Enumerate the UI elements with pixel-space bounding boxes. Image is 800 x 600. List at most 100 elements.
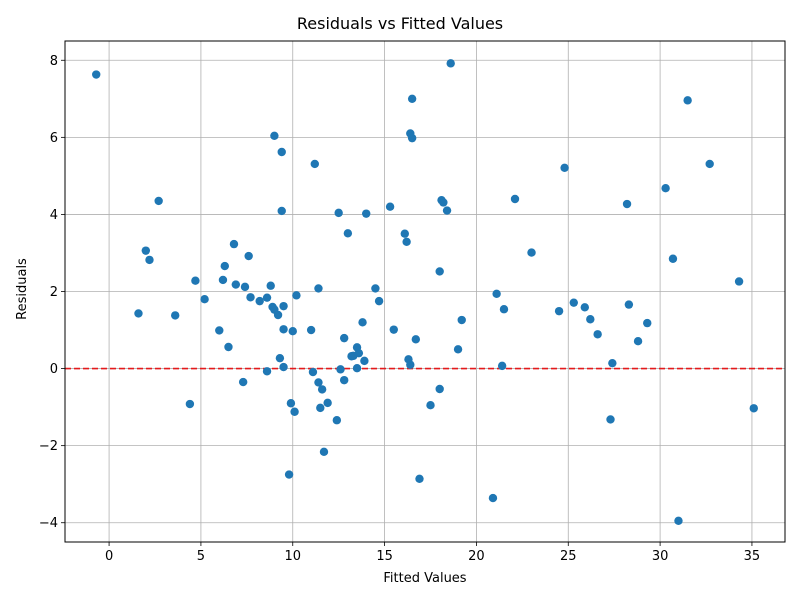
scatter-point [141, 246, 151, 255]
y-tick-label: 8 [50, 54, 58, 69]
scatter-point [705, 159, 714, 169]
scatter-point [244, 251, 253, 261]
scatter-point [560, 163, 569, 172]
scatter-point [154, 196, 163, 206]
x-tick-label: 10 [284, 549, 301, 564]
scatter-point [352, 363, 362, 373]
x-tick-label: 35 [744, 549, 761, 564]
scatter-point [319, 447, 329, 457]
scatter-point [185, 399, 195, 409]
scatter-point [277, 206, 286, 216]
x-tick-label: 0 [105, 549, 113, 564]
scatter-point [284, 470, 294, 479]
scatter-point [593, 330, 602, 339]
scatter-point [606, 415, 615, 424]
chart-title: Residuals vs Fitted Values [297, 14, 503, 33]
scatter-point [442, 206, 452, 215]
scatter-point [407, 133, 417, 143]
y-axis-label: Residuals [15, 258, 30, 320]
scatter-point [360, 356, 369, 366]
scatter-point [492, 289, 501, 299]
scatter-point [497, 361, 507, 371]
scatter-point [749, 404, 758, 413]
scatter-point [569, 298, 578, 307]
x-tick-label: 30 [652, 549, 669, 564]
scatter-point [527, 248, 536, 257]
x-axis-ticks: 0 5 10 15 20 25 30 35 [105, 542, 760, 564]
scatter-point [336, 365, 345, 374]
scatter-points [92, 59, 758, 526]
scatter-point [446, 59, 455, 68]
scatter-point [220, 261, 229, 271]
scatter-point [435, 267, 444, 276]
scatter-point [453, 345, 463, 354]
scatter-point [683, 96, 692, 105]
x-tick-label: 25 [560, 549, 577, 564]
scatter-point [200, 295, 209, 304]
scatter-point [286, 399, 296, 408]
scatter-point [215, 326, 224, 335]
scatter-point [262, 367, 272, 376]
scatter-point [385, 202, 395, 211]
scatter-point [633, 337, 643, 346]
scatter-point [317, 385, 327, 394]
scatter-point [510, 194, 520, 204]
scatter-point [255, 296, 264, 306]
y-tick-label: 2 [50, 285, 58, 300]
scatter-point [354, 348, 364, 358]
scatter-point [415, 474, 424, 483]
scatter-point [279, 325, 288, 334]
scatter-point [624, 300, 634, 309]
scatter-point [266, 281, 275, 290]
scatter-point [314, 378, 323, 387]
scatter-point [622, 199, 632, 209]
scatter-point [288, 326, 297, 336]
scatter-point [314, 284, 323, 293]
y-tick-label: 6 [50, 131, 58, 146]
scatter-point [231, 280, 241, 289]
scatter-point [292, 291, 301, 300]
scatter-point [661, 184, 670, 193]
scatter-point [290, 407, 299, 416]
y-axis-ticks: −4 −2 0 2 4 6 8 [39, 54, 65, 531]
scatter-point [426, 400, 435, 410]
scatter-point [240, 282, 250, 292]
scatter-point [92, 70, 101, 79]
scatter-point [402, 237, 411, 246]
y-tick-label: −2 [39, 439, 58, 454]
scatter-point [310, 159, 319, 169]
scatter-point [362, 209, 371, 218]
scatter-point [224, 342, 233, 352]
scatter-point [580, 303, 589, 312]
y-tick-label: −4 [39, 516, 58, 531]
scatter-point [275, 353, 285, 363]
scatter-point [457, 315, 466, 325]
scatter-point [389, 325, 398, 334]
scatter-point [308, 367, 318, 377]
scatter-point [608, 358, 617, 368]
scatter-point [371, 284, 380, 293]
y-tick-label: 0 [50, 362, 58, 377]
scatter-point [674, 516, 683, 526]
scatter-point [332, 416, 342, 425]
scatter-point [499, 305, 509, 314]
scatter-point [270, 131, 279, 141]
scatter-point [306, 325, 316, 335]
scatter-point [279, 362, 288, 372]
scatter-point [277, 147, 286, 157]
scatter-point [554, 306, 564, 316]
scatter-point [734, 277, 744, 286]
scatter-point [488, 493, 498, 503]
scatter-point [339, 333, 349, 343]
scatter-point [238, 377, 248, 387]
scatter-point [218, 275, 228, 285]
scatter-point [439, 198, 448, 207]
scatter-point [323, 398, 332, 408]
scatter-point [374, 296, 384, 306]
scatter-point [339, 375, 349, 385]
scatter-point [273, 310, 283, 320]
scatter-point [191, 276, 200, 285]
scatter-point [145, 255, 154, 265]
